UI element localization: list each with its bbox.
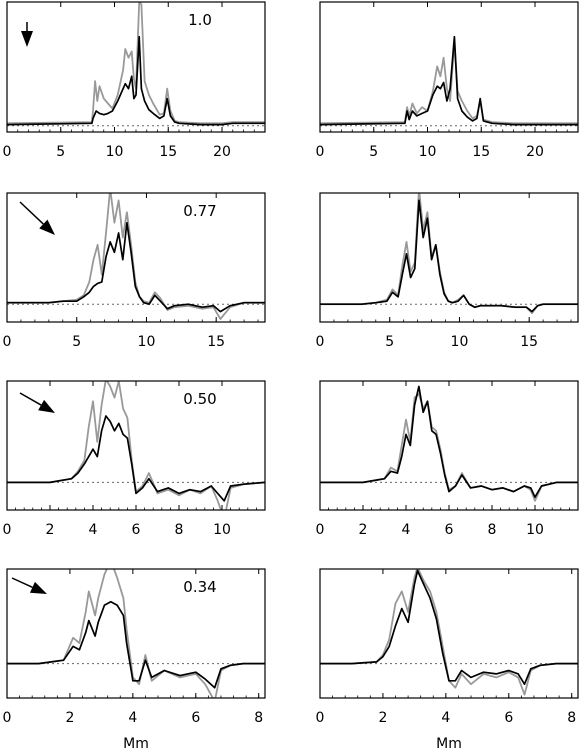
x-tick-label: 10 xyxy=(213,522,231,538)
panel-r2-c1: 0 5 10 15 xyxy=(3,192,266,350)
x-tick-label: 0 xyxy=(316,334,325,350)
gray-series-line xyxy=(320,569,578,696)
x-tick-label: 15 xyxy=(207,334,225,350)
x-tick-label: 8 xyxy=(254,710,263,726)
direction-arrow-icon xyxy=(19,201,55,235)
black-series-line xyxy=(320,569,578,686)
x-tick-label: 2 xyxy=(65,710,74,726)
black-series-line xyxy=(320,385,578,498)
x-tick-label: 10 xyxy=(419,144,437,160)
gray-series-line xyxy=(7,381,265,510)
x-tick-label: 5 xyxy=(369,144,378,160)
x-tick-label: 5 xyxy=(72,334,81,350)
black-series-line xyxy=(7,415,265,502)
x-tick-label: 10 xyxy=(526,522,544,538)
x-tick-label: 8 xyxy=(567,710,576,726)
x-tick-label: 6 xyxy=(191,710,200,726)
gray-series-line xyxy=(7,193,265,320)
mu-label: 0.34 xyxy=(183,578,216,596)
panel-r1-c2: 0 5 10 15 20 xyxy=(316,1,579,160)
x-tick-label: 0 xyxy=(3,144,12,160)
black-series-line xyxy=(320,35,578,126)
x-tick-label: 15 xyxy=(472,144,490,160)
x-tick-label: 4 xyxy=(402,522,411,538)
black-series-line xyxy=(7,600,265,689)
panel-r3-c1: 0 2 4 6 8 10 xyxy=(3,380,266,538)
gray-series-line xyxy=(320,193,578,314)
mu-label: 1.0 xyxy=(188,11,212,29)
panel-r4-c2: 0 2 4 6 8 Mm xyxy=(316,568,579,750)
gray-series-line xyxy=(7,569,265,698)
panel-r4-c1: 0 2 4 6 8 Mm xyxy=(3,568,266,750)
x-axis-label: Mm xyxy=(123,736,149,750)
x-tick-label: 20 xyxy=(213,144,231,160)
black-series-line xyxy=(7,35,265,126)
x-tick-label: 0 xyxy=(316,144,325,160)
x-tick-label: 2 xyxy=(359,522,368,538)
panel-r3-c2: 0 2 4 6 8 10 xyxy=(316,380,579,538)
x-tick-label: 5 xyxy=(56,144,65,160)
x-tick-label: 8 xyxy=(488,522,497,538)
gray-series-line xyxy=(7,2,265,125)
x-tick-label: 0 xyxy=(3,710,12,726)
x-tick-label: 5 xyxy=(385,334,394,350)
x-tick-label: 0 xyxy=(3,334,12,350)
mu-label: 0.50 xyxy=(183,390,216,408)
x-tick-label: 2 xyxy=(46,522,55,538)
plot-frame xyxy=(319,1,579,133)
black-series-line xyxy=(7,221,265,313)
x-tick-label: 4 xyxy=(89,522,98,538)
gray-series-line xyxy=(320,40,578,125)
direction-arrow-icon xyxy=(21,22,33,47)
direction-arrow-icon xyxy=(11,577,47,594)
plot-frame xyxy=(6,568,266,699)
x-tick-label: 10 xyxy=(138,334,156,350)
x-tick-label: 15 xyxy=(520,334,538,350)
x-tick-label: 4 xyxy=(441,710,450,726)
mu-label: 0.77 xyxy=(183,202,216,220)
x-tick-label: 6 xyxy=(445,522,454,538)
x-tick-label: 0 xyxy=(316,522,325,538)
x-tick-label: 0 xyxy=(316,710,325,726)
direction-arrow-icon xyxy=(19,392,55,413)
panel-r2-c2: 0 5 10 15 xyxy=(316,192,579,350)
panel-r1-c1: 0 5 10 15 20 xyxy=(3,1,266,160)
x-tick-label: 10 xyxy=(106,144,124,160)
x-tick-label: 15 xyxy=(159,144,177,160)
x-tick-label: 8 xyxy=(175,522,184,538)
x-tick-label: 10 xyxy=(451,334,469,350)
gray-series-line xyxy=(320,393,578,502)
black-series-line xyxy=(320,199,578,313)
plot-frame xyxy=(319,568,579,699)
plot-frame xyxy=(319,192,579,323)
x-tick-label: 6 xyxy=(132,522,141,538)
x-tick-label: 0 xyxy=(3,522,12,538)
x-tick-label: 2 xyxy=(378,710,387,726)
x-tick-label: 20 xyxy=(526,144,544,160)
plot-frame xyxy=(6,192,266,323)
x-axis-label: Mm xyxy=(436,736,462,750)
x-tick-label: 6 xyxy=(504,710,513,726)
x-tick-label: 4 xyxy=(128,710,137,726)
